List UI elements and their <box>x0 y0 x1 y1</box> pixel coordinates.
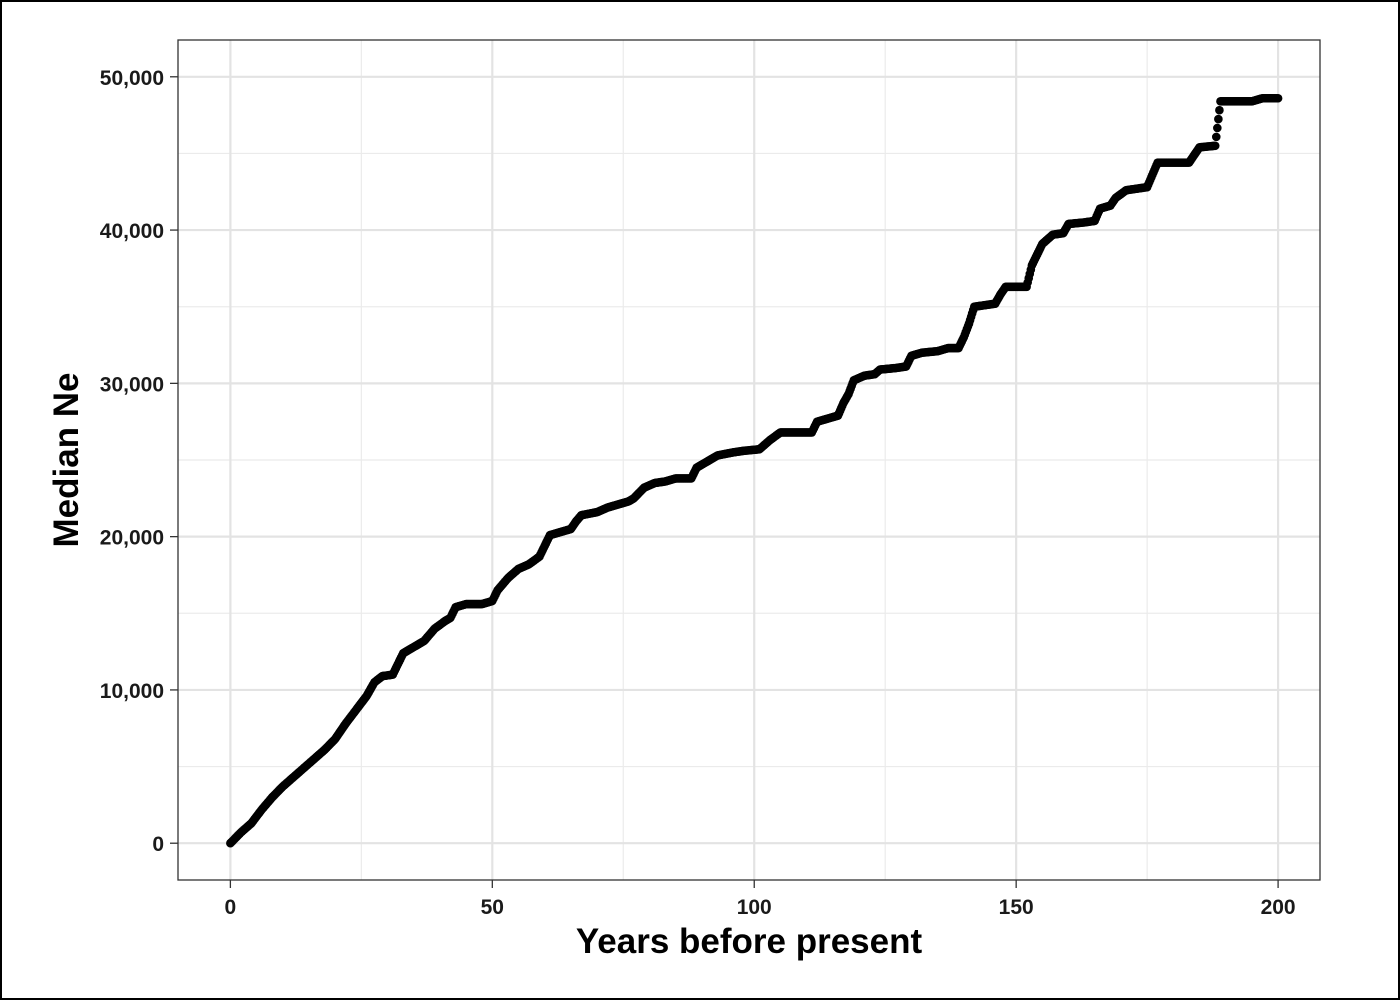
y-tick-label: 20,000 <box>100 527 164 550</box>
minor-gridlines <box>178 40 1320 880</box>
major-gridlines <box>178 40 1320 880</box>
y-axis: 0 10,000 20,000 30,000 40,000 50,000 <box>100 67 178 856</box>
x-tick-label: 100 <box>737 896 772 919</box>
x-tick-label: 0 <box>225 896 237 919</box>
x-tick-label: 200 <box>1261 896 1296 919</box>
x-axis-title: Years before present <box>576 922 923 961</box>
y-tick-label: 50,000 <box>100 67 164 90</box>
data-point <box>1210 141 1220 151</box>
data-point <box>1211 132 1221 142</box>
y-axis-title: Median Ne <box>47 372 86 547</box>
y-tick-label: 10,000 <box>100 680 164 703</box>
y-tick-label: 0 <box>152 833 164 856</box>
x-tick-label: 50 <box>481 896 504 919</box>
data-point <box>1214 114 1223 124</box>
data-point <box>1213 123 1222 133</box>
data-points <box>226 93 1283 848</box>
plot-panel-border <box>177 39 1321 881</box>
y-tick-label: 30,000 <box>100 373 164 396</box>
x-axis: 0 50 100 150 200 <box>225 880 1296 919</box>
y-tick-label: 40,000 <box>100 220 164 243</box>
data-point <box>1273 93 1283 103</box>
x-tick-label: 150 <box>999 896 1034 919</box>
data-point <box>1215 105 1224 115</box>
